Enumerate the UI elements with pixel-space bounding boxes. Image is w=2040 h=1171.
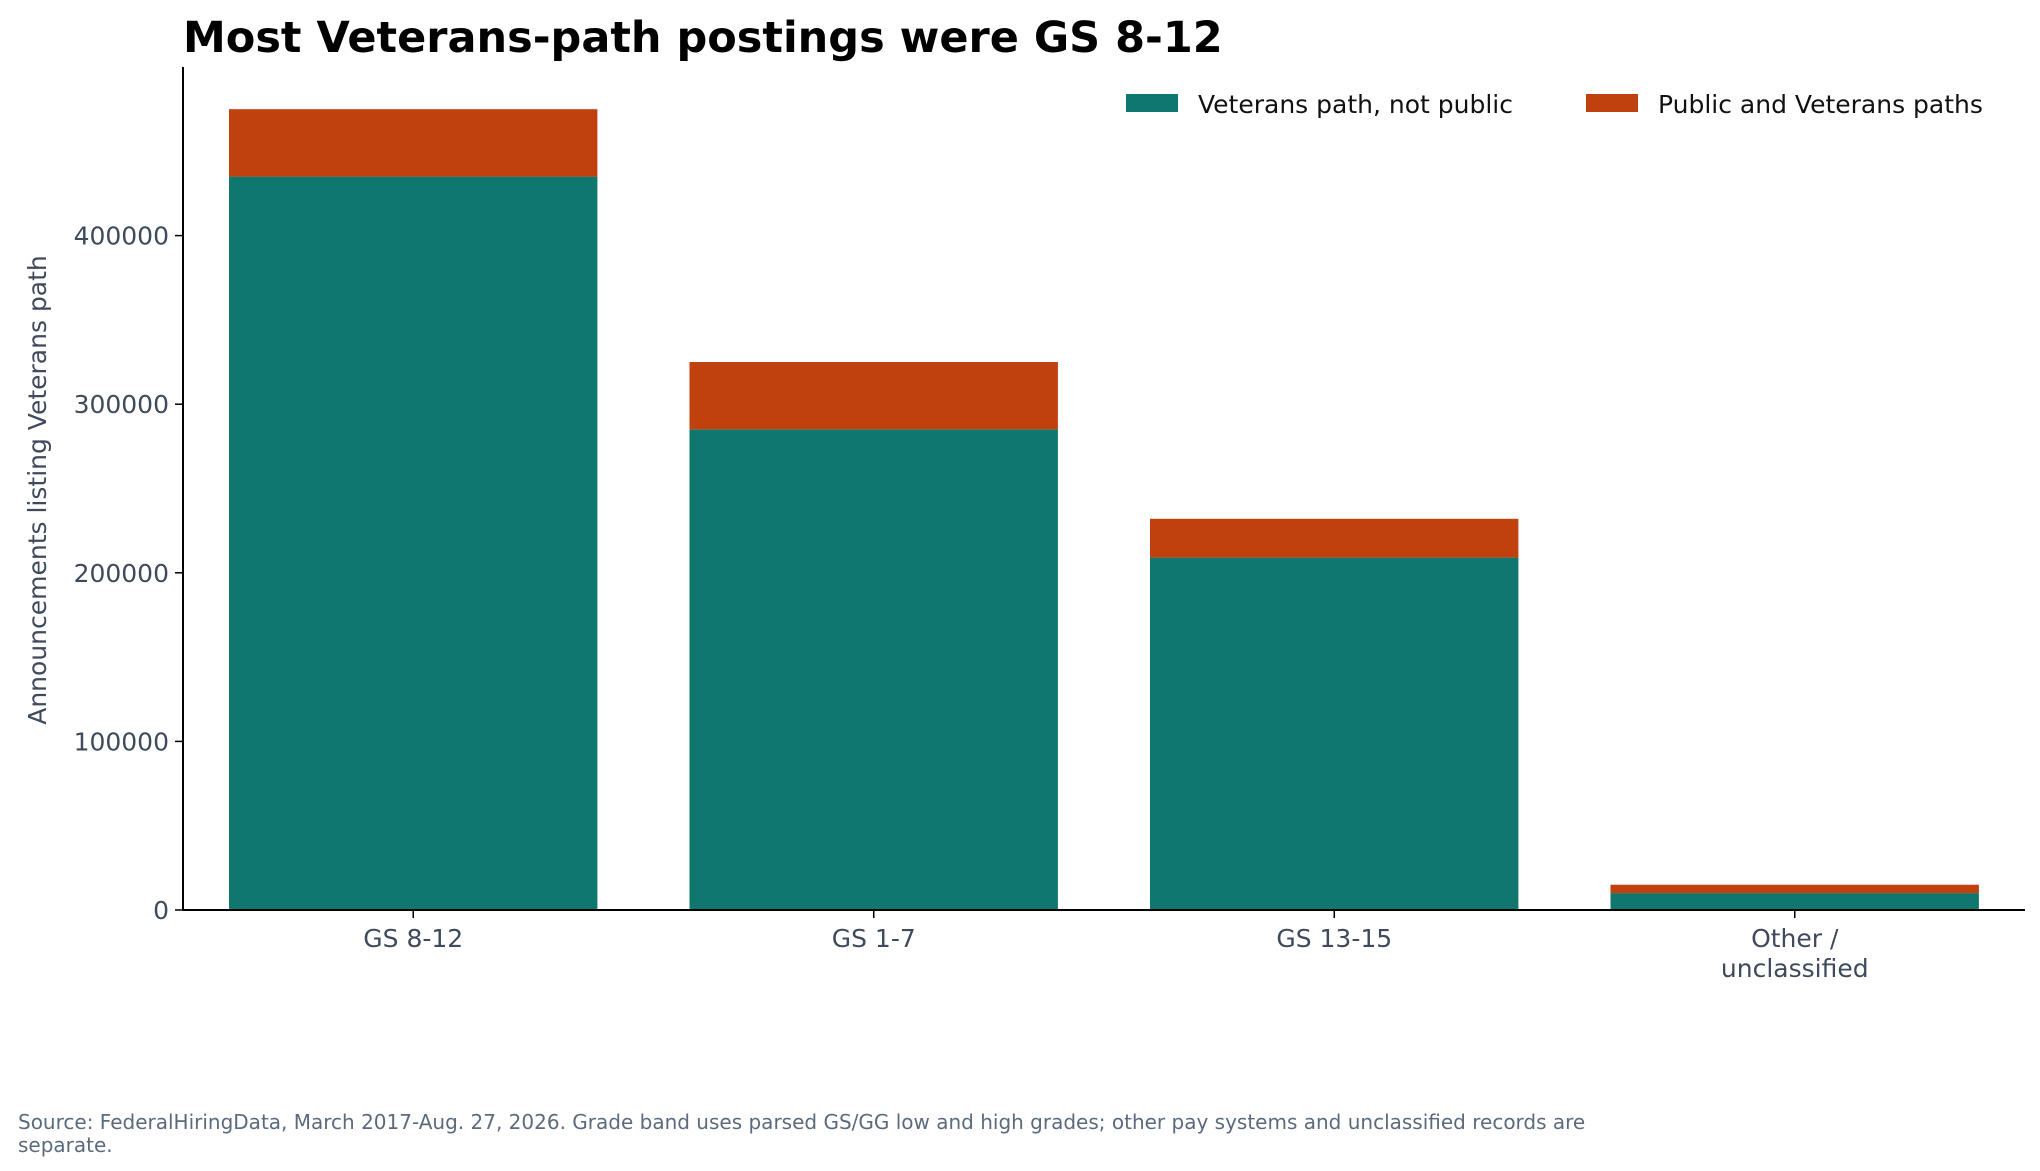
bar-public-and-veterans-0: [229, 109, 598, 177]
legend-swatch: [1126, 94, 1178, 112]
y-tick-label: 300000: [74, 390, 169, 419]
y-tick-label: 400000: [74, 222, 169, 251]
y-axis: 0 100000 200000 300000 400000: [74, 67, 184, 925]
y-tick-label: 100000: [74, 727, 169, 756]
bars-group: [229, 109, 1979, 911]
x-tick-label: Other /: [1751, 924, 1839, 953]
y-tick-label: 0: [153, 896, 169, 925]
bar-public-and-veterans-1: [689, 362, 1058, 430]
bar-veterans-not-public-0: [229, 176, 598, 911]
legend: Veterans path, not public Public and Vete…: [1126, 90, 1983, 119]
y-tick-label: 200000: [74, 559, 169, 588]
bar-veterans-not-public-3: [1610, 893, 1979, 910]
legend-swatch: [1586, 94, 1638, 112]
source-note-line-2: separate.: [18, 1133, 113, 1157]
x-tick-label: GS 13-15: [1276, 924, 1392, 953]
bar-public-and-veterans-2: [1150, 518, 1519, 558]
x-axis: GS 8-12 GS 1-7 GS 13-15 Other /unclassified: [183, 909, 2025, 983]
source-note-line-1: Source: FederalHiringData, March 2017-Au…: [18, 1110, 1585, 1134]
x-tick-label: unclassified: [1721, 954, 1869, 983]
legend-label: Public and Veterans paths: [1658, 90, 1983, 119]
x-tick-label: GS 1-7: [832, 924, 916, 953]
x-tick-label: GS 8-12: [363, 924, 463, 953]
bar-veterans-not-public-1: [689, 429, 1058, 910]
legend-label: Veterans path, not public: [1198, 90, 1513, 119]
bar-public-and-veterans-3: [1610, 884, 1979, 894]
bar-veterans-not-public-2: [1150, 557, 1519, 910]
chart-title: Most Veterans-path postings were GS 8-12: [183, 13, 1223, 63]
y-axis-title: Announcements listing Veterans path: [23, 255, 52, 725]
